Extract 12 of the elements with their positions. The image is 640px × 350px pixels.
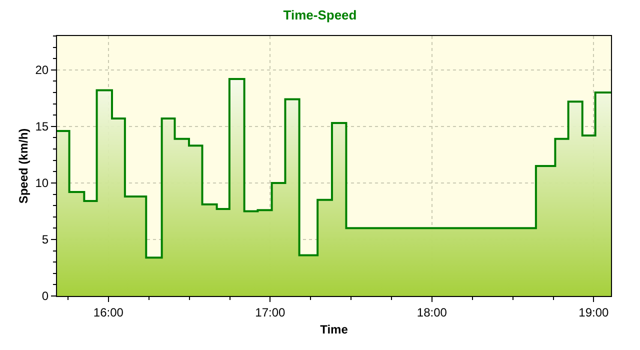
y-tick-label: 0 [42,289,49,304]
x-tick-label: 19:00 [578,305,610,320]
chart-title: Time-Speed [283,8,357,23]
y-tick-label: 5 [42,232,49,247]
x-tick-label: 17:00 [255,305,286,320]
y-tick-label: 20 [35,63,49,78]
y-tick-label: 10 [35,176,49,190]
x-tick-label: 18:00 [416,305,448,320]
y-tick-label: 15 [35,120,49,134]
y-axis-title: Speed (km/h) [16,128,31,204]
x-tick-label: 16:00 [93,305,124,320]
x-axis-title: Time [320,322,348,336]
